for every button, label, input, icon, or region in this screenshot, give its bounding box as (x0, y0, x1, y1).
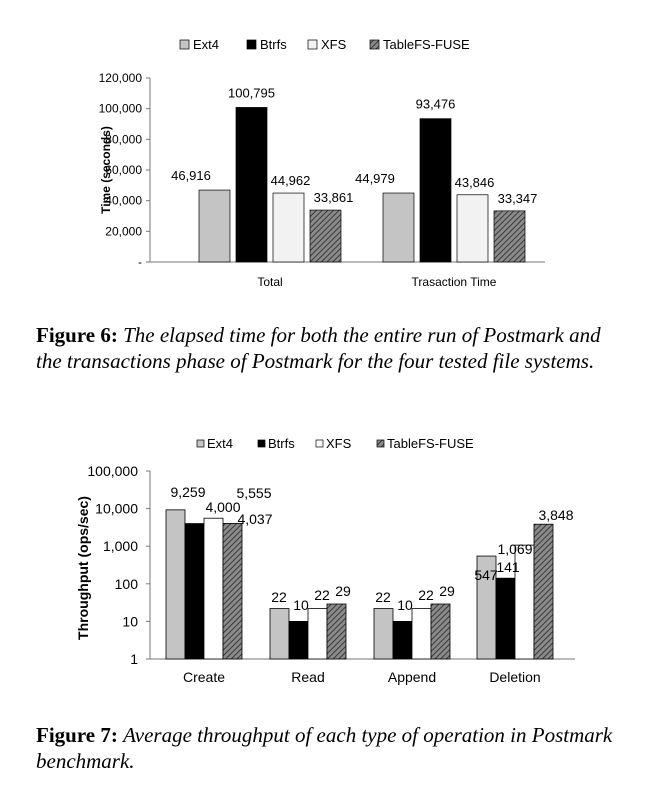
y-axis-title: Time (seconds) (99, 126, 113, 214)
figure7-caption-label: Figure 7: (36, 723, 118, 747)
legend-label-ext4: Ext4 (207, 436, 233, 451)
data-label-xfs-read: 22 (314, 587, 330, 603)
data-label-btrfs-deletion: 141 (496, 559, 520, 575)
legend-label-ext4: Ext4 (193, 37, 219, 52)
bar-tablefs-fuse-append (430, 603, 451, 660)
data-label-xfs-append: 22 (418, 587, 434, 603)
data-label-btrfs-read: 10 (293, 597, 309, 613)
data-label-tablefs-fuse-deletion: 3,848 (538, 507, 573, 523)
bar-btrfs-create (184, 523, 205, 660)
y-tick-label: - (138, 255, 142, 269)
bar-btrfs-append (392, 620, 413, 660)
data-label-xfs-trasaction-time: 43,846 (455, 175, 495, 190)
bar-ext4-append (373, 608, 394, 660)
y-tick-label: 20,000 (105, 224, 142, 238)
data-label-xfs-total: 44,962 (271, 173, 311, 188)
y-tick-label: 40,000 (105, 194, 142, 208)
y-tick-label: 80,000 (105, 132, 142, 146)
data-label-tablefs-fuse-total: 33,861 (314, 190, 354, 205)
x-category-label-total: Total (257, 275, 282, 289)
figure6-caption: Figure 6: The elapsed time for both the … (36, 322, 626, 374)
bar-ext4-create (165, 509, 186, 660)
y-tick-label: 1 (130, 651, 138, 667)
bar-xfs-read (307, 608, 328, 660)
data-label-btrfs-total: 100,795 (228, 85, 275, 100)
bar-ext4-trasaction-time (382, 192, 415, 263)
bar-xfs-trasaction-time (456, 194, 489, 263)
data-label-btrfs-trasaction-time: 93,476 (416, 97, 456, 112)
data-label-ext4-deletion: 547 (474, 567, 498, 583)
data-label-tablefs-fuse-trasaction-time: 33,347 (498, 191, 538, 206)
y-tick-label: 100,000 (99, 102, 143, 116)
y-tick-label: 120,000 (99, 71, 143, 85)
y-tick-label: 100,000 (87, 463, 138, 479)
x-category-label-read: Read (291, 669, 324, 685)
legend-label-btrfs: Btrfs (268, 436, 295, 451)
y-tick-label: 60,000 (105, 163, 142, 177)
y-tick-label: 10,000 (95, 501, 138, 517)
legend-swatch-tablefs-fuse (369, 39, 380, 50)
x-category-label-trasaction-time: Trasaction Time (412, 275, 497, 289)
bar-xfs-total (272, 192, 305, 263)
x-category-label-append: Append (388, 669, 436, 685)
bar-tablefs-fuse-trasaction-time (493, 210, 526, 263)
bar-tablefs-fuse-deletion (533, 523, 554, 660)
data-label-ext4-append: 22 (375, 589, 391, 605)
legend-swatch-xfs (315, 439, 324, 448)
data-label-tablefs-fuse-create: 4,037 (237, 511, 272, 527)
bar-btrfs-total (235, 107, 268, 263)
data-label-tablefs-fuse-append: 29 (439, 583, 455, 599)
bar-xfs-append (411, 608, 432, 660)
figure7-caption-text: Average throughput of each type of opera… (36, 723, 613, 773)
bar-ext4-read (269, 608, 290, 660)
legend-swatch-ext4 (179, 39, 190, 50)
data-label-xfs-create: 5,555 (236, 485, 271, 501)
bar-btrfs-read (288, 620, 309, 660)
bar-tablefs-fuse-create (222, 523, 243, 660)
y-tick-label: 100 (115, 576, 139, 592)
legend-swatch-btrfs (257, 439, 266, 448)
y-tick-label: 10 (122, 613, 138, 629)
data-label-tablefs-fuse-read: 29 (335, 583, 351, 599)
figure6-caption-label: Figure 6: (36, 323, 118, 347)
legend-swatch-ext4 (196, 439, 205, 448)
legend-swatch-tablefs-fuse (376, 439, 385, 448)
legend-label-xfs: XFS (321, 37, 347, 52)
figure6-chart: Ext4 Btrfs XFS TableFS-FUSE - 20,000 40,000 60,… (99, 37, 545, 289)
bar-tablefs-fuse-total (309, 209, 342, 263)
figure7-chart: Ext4 Btrfs XFS TableFS-FUSE 1 10 100 1,000 10,00… (75, 436, 575, 685)
legend-label-btrfs: Btrfs (260, 37, 287, 52)
y-axis-title: Throughput (ops/sec) (75, 496, 91, 640)
data-label-ext4-total: 46,916 (171, 168, 211, 183)
legend-swatch-btrfs (246, 39, 257, 50)
data-label-btrfs-create: 4,000 (205, 499, 240, 515)
bar-ext4-total (198, 189, 231, 263)
bar-btrfs-deletion (495, 577, 516, 660)
figure6-caption-text: The elapsed time for both the entire run… (36, 323, 601, 373)
y-tick-label: 1,000 (103, 538, 138, 554)
bar-xfs-create (203, 517, 224, 660)
legend-label-tablefs-fuse: TableFS-FUSE (387, 436, 474, 451)
bar-tablefs-fuse-read (326, 603, 347, 660)
data-label-xfs-deletion: 1,069 (497, 541, 532, 557)
data-label-btrfs-append: 10 (397, 597, 413, 613)
x-category-label-deletion: Deletion (489, 669, 540, 685)
legend-label-xfs: XFS (326, 436, 352, 451)
data-label-ext4-read: 22 (271, 589, 287, 605)
data-label-ext4-create: 9,259 (170, 484, 205, 500)
bar-btrfs-trasaction-time (419, 118, 452, 263)
data-label-ext4-trasaction-time: 44,979 (355, 171, 395, 186)
figure7-caption: Figure 7: Average throughput of each typ… (36, 722, 626, 774)
x-category-label-create: Create (183, 669, 225, 685)
legend-swatch-xfs (307, 39, 318, 50)
legend-label-tablefs-fuse: TableFS-FUSE (383, 37, 470, 52)
